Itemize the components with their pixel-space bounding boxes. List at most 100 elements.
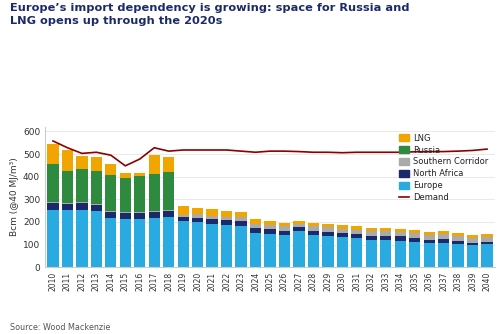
Bar xyxy=(482,244,492,267)
Bar xyxy=(192,214,203,218)
Bar xyxy=(178,215,189,217)
Bar xyxy=(394,236,406,240)
Bar xyxy=(452,241,464,244)
Demand xyxy=(296,150,302,154)
Bar xyxy=(467,235,478,238)
Bar xyxy=(48,144,58,164)
Bar xyxy=(409,230,420,233)
Bar xyxy=(192,208,203,214)
Bar xyxy=(105,218,117,267)
Bar xyxy=(163,211,174,217)
Bar xyxy=(163,217,174,267)
Bar xyxy=(279,226,290,230)
Bar xyxy=(308,231,319,235)
Bar xyxy=(336,225,348,229)
Bar xyxy=(236,212,246,217)
Demand xyxy=(426,150,432,154)
Demand xyxy=(340,151,345,155)
Bar xyxy=(264,229,276,234)
Bar xyxy=(366,227,377,231)
Bar xyxy=(336,233,348,237)
Bar xyxy=(264,225,276,229)
Bar xyxy=(163,172,174,210)
Bar xyxy=(134,176,145,212)
Bar xyxy=(120,219,131,267)
Demand xyxy=(470,148,476,152)
Bar xyxy=(178,217,189,221)
Bar xyxy=(90,157,102,171)
Demand xyxy=(238,149,244,153)
Bar xyxy=(206,219,218,224)
Bar xyxy=(409,238,420,242)
Demand xyxy=(484,147,490,151)
Bar xyxy=(409,233,420,238)
Bar xyxy=(62,171,73,203)
Bar xyxy=(322,224,334,227)
Bar xyxy=(48,202,58,203)
Demand xyxy=(194,148,200,152)
Bar xyxy=(76,210,88,267)
Bar xyxy=(279,235,290,267)
Bar xyxy=(366,239,377,267)
Bar xyxy=(452,236,464,241)
Demand xyxy=(383,150,389,154)
Bar xyxy=(264,220,276,225)
Demand xyxy=(455,149,461,153)
Bar xyxy=(250,224,261,228)
Bar xyxy=(105,212,117,218)
Bar xyxy=(120,212,131,213)
Bar xyxy=(438,243,450,267)
Bar xyxy=(424,243,435,267)
Bar xyxy=(336,229,348,233)
Bar xyxy=(62,203,73,204)
Bar xyxy=(62,150,73,171)
Bar xyxy=(467,238,478,243)
Bar xyxy=(90,204,102,205)
Bar xyxy=(366,235,377,239)
Bar xyxy=(221,217,232,220)
Demand xyxy=(122,164,128,168)
Bar xyxy=(482,237,492,242)
Demand xyxy=(94,150,100,154)
Bar xyxy=(120,213,131,219)
Bar xyxy=(394,232,406,236)
Bar xyxy=(148,211,160,212)
Bar xyxy=(424,239,435,243)
Bar xyxy=(424,235,435,239)
Demand xyxy=(252,150,258,154)
Bar xyxy=(366,231,377,235)
Bar xyxy=(322,227,334,232)
Bar xyxy=(308,223,319,226)
Bar xyxy=(482,234,492,237)
Bar xyxy=(163,210,174,211)
Bar xyxy=(322,236,334,267)
Demand xyxy=(166,149,172,153)
Bar xyxy=(48,164,58,202)
Bar xyxy=(336,237,348,267)
Bar xyxy=(134,219,145,267)
Bar xyxy=(148,155,160,174)
Demand xyxy=(224,148,230,152)
Text: Source: Wood Mackenzie: Source: Wood Mackenzie xyxy=(10,323,110,332)
Demand xyxy=(137,157,143,161)
Line: Demand: Demand xyxy=(53,141,487,166)
Bar xyxy=(380,239,392,267)
Bar xyxy=(351,238,362,267)
Bar xyxy=(322,232,334,236)
Bar xyxy=(380,235,392,239)
Demand xyxy=(325,150,331,154)
Bar xyxy=(308,226,319,231)
Demand xyxy=(282,149,288,153)
Bar xyxy=(221,225,232,267)
Demand xyxy=(368,150,374,154)
Bar xyxy=(62,204,73,210)
Bar xyxy=(394,240,406,267)
Bar xyxy=(178,221,189,267)
Bar xyxy=(394,228,406,232)
Bar xyxy=(134,212,145,213)
Demand xyxy=(151,146,157,150)
Bar xyxy=(308,235,319,267)
Bar xyxy=(148,212,160,218)
Bar xyxy=(294,224,304,227)
Bar xyxy=(467,245,478,267)
